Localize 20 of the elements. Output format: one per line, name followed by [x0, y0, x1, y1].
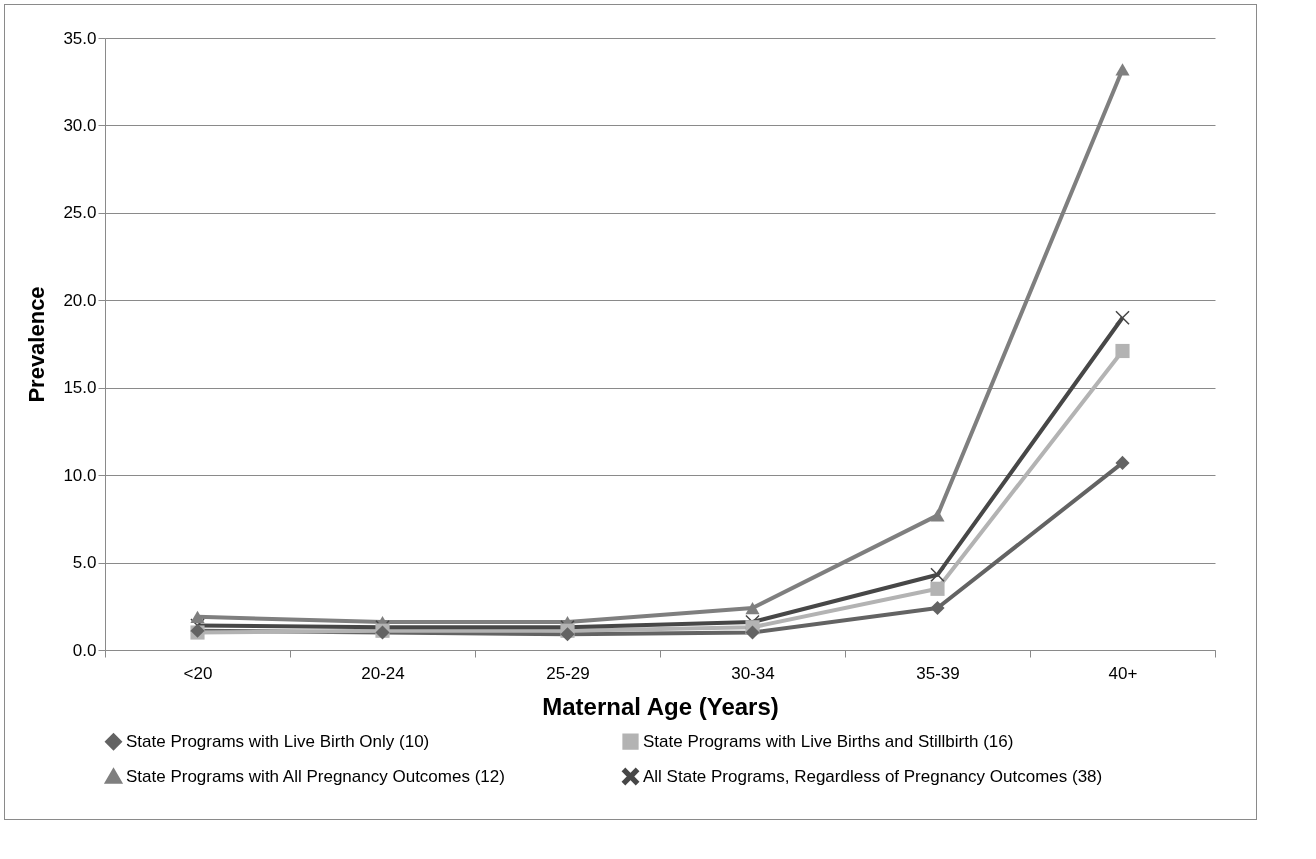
legend-label: State Programs with All Pregnancy Outcomes (12) — [126, 766, 505, 786]
x-tick-label: 40+ — [1108, 663, 1138, 683]
legend-label: State Programs with Live Birth Only (10) — [126, 731, 430, 751]
y-tick-label: 0.0 — [72, 640, 97, 660]
legend-label: State Programs with Live Births and Stillbirth (16) — [643, 731, 1014, 751]
y-axis-title: Prevalence — [24, 286, 50, 403]
y-tick-label: 15.0 — [63, 378, 97, 398]
x-tick-label: 20-24 — [361, 663, 405, 683]
x-axis-title: Maternal Age (Years) — [542, 692, 779, 720]
x-tick-label: <20 — [183, 663, 213, 683]
y-tick-label: 20.0 — [63, 290, 97, 310]
y-tick-label: 5.0 — [72, 553, 97, 573]
y-tick-label: 25.0 — [63, 203, 97, 223]
x-tick-label: 25-29 — [546, 663, 590, 683]
y-tick-label: 30.0 — [63, 115, 97, 135]
legend-label: All State Programs, Regardless of Pregnancy Outcomes (38) — [643, 766, 1103, 786]
x-tick-label: 30-34 — [731, 663, 775, 683]
y-tick-label: 10.0 — [63, 465, 97, 485]
y-tick-label: 35.0 — [63, 28, 97, 48]
x-tick-label: 35-39 — [916, 663, 960, 683]
